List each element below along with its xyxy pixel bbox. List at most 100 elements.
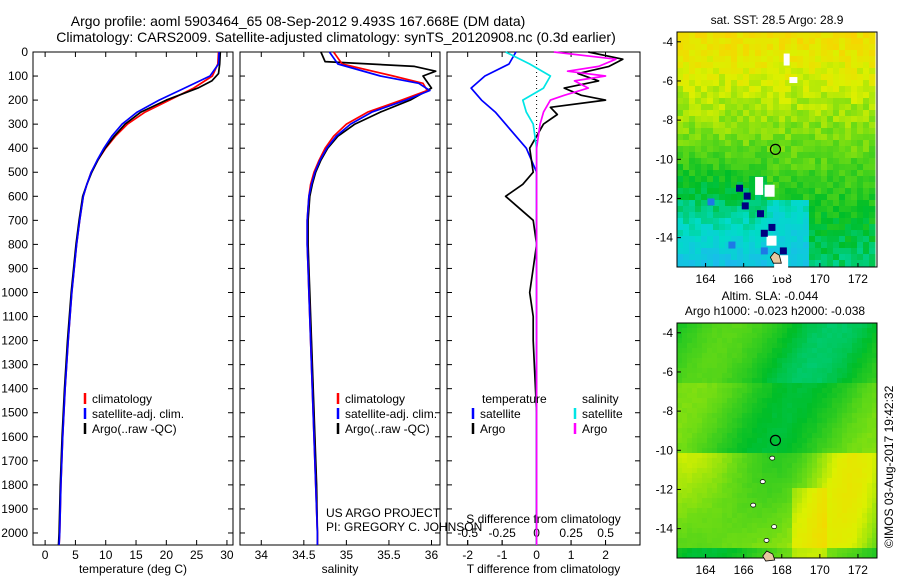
map-cell xyxy=(677,453,683,459)
map-cell xyxy=(785,122,792,129)
map-cell xyxy=(772,493,778,499)
map-cell xyxy=(862,423,868,429)
map-cell xyxy=(692,453,698,459)
map-cell xyxy=(851,248,858,255)
map-cell xyxy=(847,358,853,364)
map-cell xyxy=(737,50,744,57)
map-cell xyxy=(777,453,783,459)
map-cell xyxy=(677,503,683,509)
map-cell xyxy=(722,528,728,534)
map-cell xyxy=(782,478,788,484)
map-cell xyxy=(701,104,708,111)
map-cell xyxy=(767,468,773,474)
map-cell xyxy=(762,348,768,354)
map-cell xyxy=(755,116,762,123)
map-cell xyxy=(717,338,723,344)
map-cell xyxy=(827,458,833,464)
map-cell xyxy=(797,518,803,524)
map-cell xyxy=(821,98,828,105)
map-cell xyxy=(752,498,758,504)
map-cell xyxy=(713,146,720,153)
map-cell xyxy=(792,523,798,529)
map-cell xyxy=(842,523,848,529)
map-cell xyxy=(731,230,738,237)
map-cell xyxy=(702,518,708,524)
map-cell xyxy=(792,483,798,489)
map-cell xyxy=(682,353,688,359)
map-cell xyxy=(872,548,878,554)
map-cell xyxy=(722,413,728,419)
map-cell xyxy=(742,398,748,404)
map-cell xyxy=(782,378,788,384)
map-cell xyxy=(743,254,750,261)
map-cell xyxy=(872,418,878,424)
map-cell xyxy=(792,453,798,459)
map-cell xyxy=(792,373,798,379)
map-cell xyxy=(702,438,708,444)
map-cell xyxy=(752,328,758,334)
map-cell xyxy=(792,438,798,444)
map-cell xyxy=(702,448,708,454)
map-cell xyxy=(743,134,750,141)
map-cell xyxy=(757,483,763,489)
map-cell xyxy=(707,538,713,544)
map-cell xyxy=(807,453,813,459)
map-cell xyxy=(682,483,688,489)
map-y-tick-label: -10 xyxy=(656,152,674,166)
map-cell xyxy=(701,86,708,93)
map-cell xyxy=(719,248,726,255)
map-cell xyxy=(707,553,713,559)
map-cell xyxy=(872,503,878,509)
map-cell xyxy=(701,194,708,201)
map-cell xyxy=(727,493,733,499)
map-y-tick-label: -14 xyxy=(656,522,674,536)
map-cell xyxy=(689,140,696,147)
map-cell xyxy=(722,388,728,394)
map-cell xyxy=(797,483,803,489)
map-cell xyxy=(702,478,708,484)
map-cell xyxy=(842,453,848,459)
map-cell xyxy=(802,323,808,329)
map-cell xyxy=(727,383,733,389)
map-cell xyxy=(817,343,823,349)
map-cell xyxy=(832,528,838,534)
map-cell xyxy=(777,528,783,534)
map-cell xyxy=(857,182,864,189)
map-cell xyxy=(869,134,876,141)
map-cell xyxy=(767,363,773,369)
map-cell xyxy=(847,343,853,349)
map-cell xyxy=(787,493,793,499)
map-cell xyxy=(845,254,852,261)
map-cell xyxy=(791,86,798,93)
map-cell xyxy=(817,388,823,394)
map-cell xyxy=(731,122,738,129)
map-cell xyxy=(802,408,808,414)
map-cell xyxy=(777,403,783,409)
map-cell xyxy=(752,408,758,414)
map-cell xyxy=(777,368,783,374)
map-cell xyxy=(712,463,718,469)
map-cell xyxy=(717,408,723,414)
map-cell xyxy=(752,488,758,494)
map-cell xyxy=(692,383,698,389)
map-cell xyxy=(817,358,823,364)
map-cell xyxy=(677,194,684,201)
map-cell xyxy=(737,62,744,69)
map-cell xyxy=(833,32,840,39)
map-cell xyxy=(677,110,684,117)
map-cell xyxy=(687,553,693,559)
map-cell xyxy=(797,230,804,237)
map-cell xyxy=(687,458,693,464)
map-cell xyxy=(742,388,748,394)
map-cell xyxy=(862,403,868,409)
map-cell xyxy=(702,468,708,474)
map-cell xyxy=(772,468,778,474)
map-cell xyxy=(689,158,696,165)
map-cell xyxy=(782,393,788,399)
map-cell xyxy=(755,104,762,111)
map-cell xyxy=(749,188,756,195)
map-cell xyxy=(802,433,808,439)
map-cell xyxy=(707,146,714,153)
map-cell xyxy=(833,224,840,231)
map-cell xyxy=(722,453,728,459)
